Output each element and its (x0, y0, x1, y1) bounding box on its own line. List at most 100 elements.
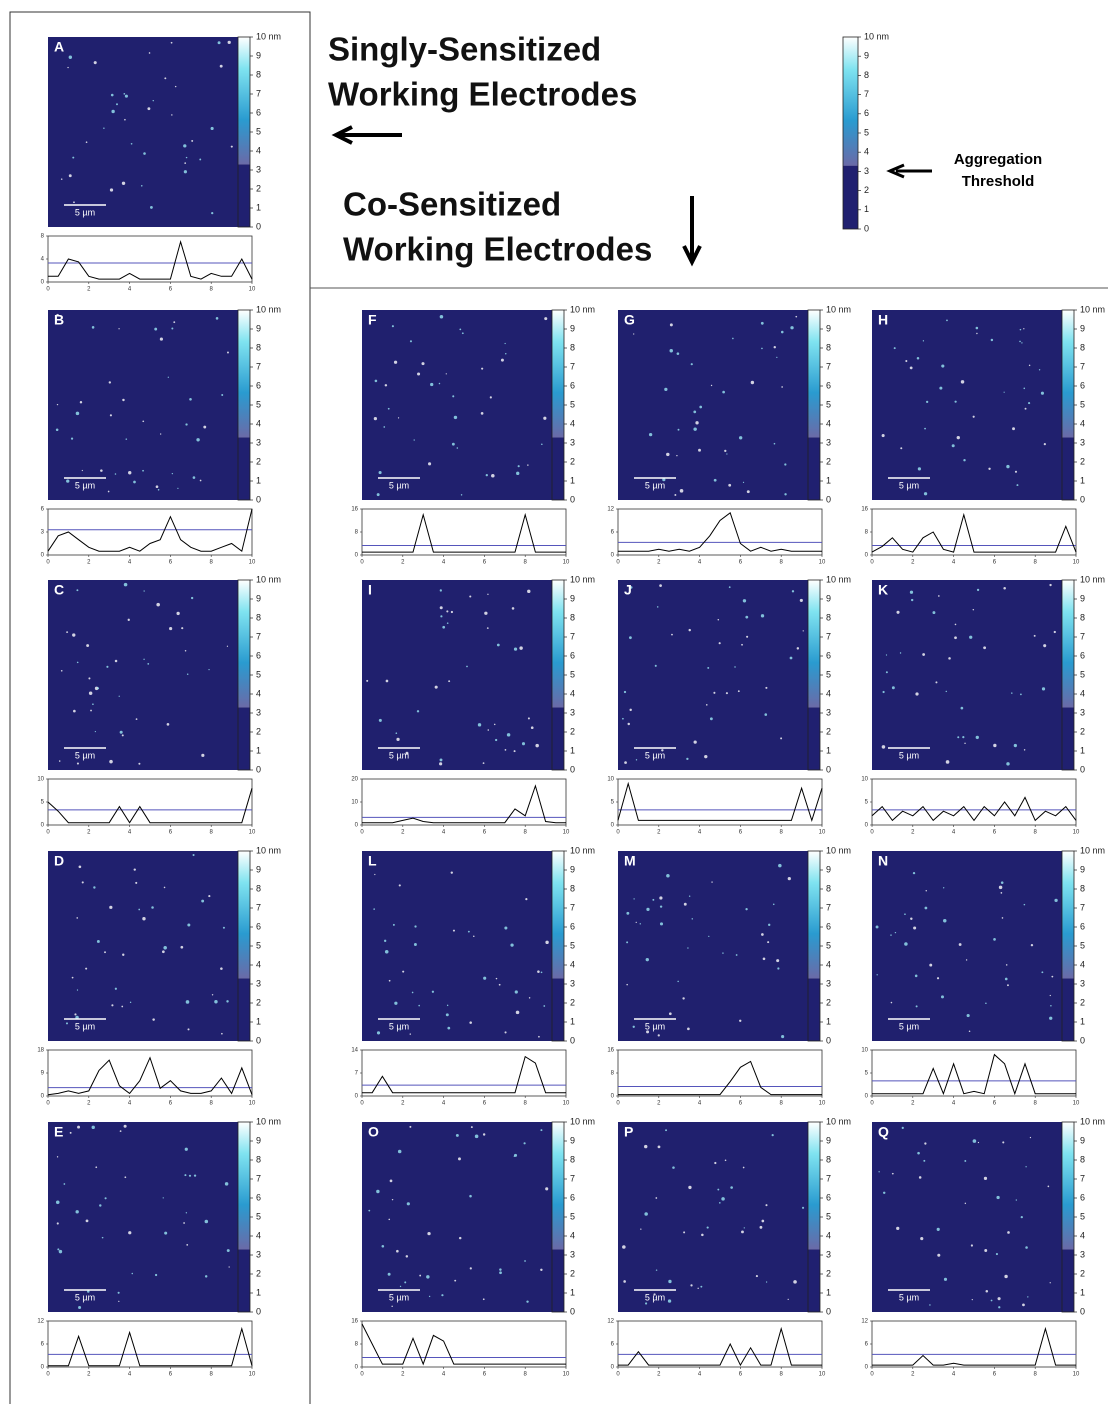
speck (540, 1269, 542, 1271)
speck (427, 1232, 430, 1235)
speck (77, 989, 78, 990)
speck (120, 731, 123, 734)
speck (402, 971, 404, 973)
colorbar-tick-label: 9 (256, 593, 261, 603)
y-tick-label: 16 (351, 507, 358, 513)
speck (97, 940, 100, 943)
speck (954, 636, 957, 639)
speck (1004, 1275, 1007, 1278)
speck (156, 485, 159, 488)
speck (99, 1204, 101, 1206)
speck (122, 734, 124, 736)
colorbar-tick-label: 10 nm (864, 31, 889, 41)
speck (761, 348, 763, 350)
colorbar-tick-label: 3 (570, 978, 575, 988)
colorbar-tick-label: 0 (826, 1035, 831, 1045)
speck (765, 687, 767, 689)
speck (1006, 465, 1009, 468)
x-tick-label: 2 (87, 287, 91, 293)
speck (73, 201, 75, 203)
x-tick-label: 4 (442, 1101, 446, 1107)
speck (59, 760, 61, 762)
colorbar-tick-label: 10 nm (570, 1116, 595, 1126)
speck (689, 896, 690, 897)
speck (163, 946, 167, 950)
colorbar-tick-label: 0 (256, 1306, 261, 1316)
speck (772, 1134, 774, 1136)
speck (726, 453, 727, 454)
speck (191, 597, 193, 599)
x-tick-label: 4 (442, 1372, 446, 1378)
y-tick-label: 0 (865, 823, 869, 829)
speck (764, 713, 767, 716)
speck (535, 744, 538, 747)
speck (152, 1018, 154, 1020)
speck (396, 738, 399, 741)
speck (78, 1306, 81, 1309)
speck (451, 611, 453, 613)
speck (977, 589, 979, 591)
x-tick-label: 8 (780, 560, 784, 566)
y-tick-label: 12 (861, 1319, 868, 1325)
speck (925, 907, 928, 910)
speck (483, 977, 486, 980)
speck (440, 615, 442, 617)
colorbar-tick-label: 5 (570, 669, 575, 679)
speck (142, 917, 145, 920)
speck (169, 627, 172, 630)
speck (514, 1154, 517, 1157)
x-tick-label: 6 (739, 830, 743, 836)
speck (187, 924, 190, 927)
speck (64, 1183, 66, 1185)
speck (66, 1022, 68, 1024)
speck (66, 631, 68, 633)
y-tick-label: 18 (37, 1048, 44, 1054)
speck (505, 1031, 507, 1033)
speck (784, 463, 786, 465)
colorbar-tick-label: 3 (256, 978, 261, 988)
profile-frame (48, 236, 252, 282)
colorbar-tick-label: 5 (864, 127, 869, 137)
colorbar-tick-label: 1 (570, 475, 575, 485)
y-tick-label: 14 (351, 1048, 358, 1054)
speck (446, 1013, 449, 1016)
speck (538, 1036, 540, 1038)
colorbar-upper (1062, 1122, 1074, 1249)
profile-frame (48, 509, 252, 555)
colorbar-tick-label: 5 (826, 1211, 831, 1221)
speck (76, 1210, 79, 1213)
speck (780, 737, 782, 739)
colorbar-tick-label: 0 (570, 1035, 575, 1045)
speck (955, 401, 957, 403)
colorbar-tick-label: 9 (570, 864, 575, 874)
speck (776, 959, 779, 962)
speck (426, 1275, 429, 1278)
speck (516, 472, 519, 475)
speck (94, 61, 97, 64)
speck (952, 444, 955, 447)
speck (186, 1244, 188, 1246)
colorbar-tick-label: 2 (826, 1268, 831, 1278)
speck (469, 1021, 472, 1024)
afm-image (362, 851, 552, 1041)
x-tick-label: 6 (993, 1101, 997, 1107)
speck (916, 1005, 918, 1007)
speck (1025, 408, 1027, 410)
x-tick-label: 0 (46, 830, 50, 836)
speck (969, 636, 972, 639)
speck (228, 1266, 229, 1267)
speck (109, 906, 112, 909)
speck (1051, 976, 1053, 978)
speck (622, 718, 624, 720)
speck (784, 493, 786, 495)
speck (972, 1299, 973, 1300)
colorbar-tick-label: 4 (570, 1230, 575, 1240)
speck (144, 590, 145, 591)
speck (374, 874, 375, 875)
x-tick-label: 8 (780, 830, 784, 836)
speck (77, 662, 79, 664)
speck (976, 333, 977, 334)
colorbar-tick-label: 3 (826, 978, 831, 988)
speck (496, 978, 497, 979)
colorbar-tick-label: 7 (256, 1173, 261, 1183)
